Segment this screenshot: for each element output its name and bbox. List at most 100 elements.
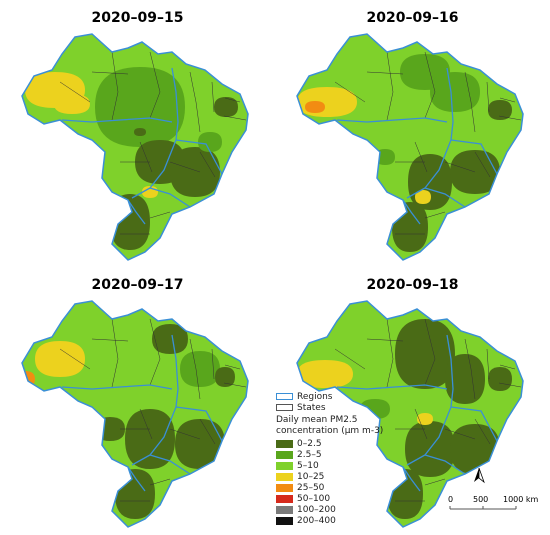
brazil-map [21, 300, 249, 528]
scale-label-0: 0 [448, 495, 453, 504]
state-border [211, 81, 215, 113]
panel-date-title: 2020–09–17 [91, 277, 184, 293]
states-swatch [276, 404, 293, 411]
country-border [21, 33, 249, 261]
legend-swatch [276, 516, 293, 525]
state-border [464, 338, 476, 400]
legend-swatch [276, 494, 293, 503]
state-border [444, 428, 476, 440]
legend-class-label: 5–10 [297, 460, 319, 471]
legend-class: 5–10 [276, 460, 426, 471]
state-border [334, 81, 366, 103]
legend-swatch [276, 483, 293, 492]
regions-swatch [276, 393, 293, 400]
legend-title: Daily mean PM2.5 concentration (μm m-3) [276, 415, 426, 437]
region-border [336, 384, 448, 390]
brazil-map [21, 33, 249, 261]
state-border [169, 161, 201, 173]
region-border [424, 187, 466, 208]
legend-class: 100–200 [276, 504, 426, 515]
state-border [139, 408, 153, 440]
country-border [296, 300, 524, 528]
states-label: States [297, 402, 326, 413]
pm25-patch [488, 100, 512, 120]
state-border [386, 51, 394, 121]
legend-states: States [276, 402, 426, 413]
legend-class-label: 10–25 [297, 471, 325, 482]
state-border [111, 51, 119, 121]
state-border [414, 141, 428, 173]
region-border [402, 199, 421, 225]
state-border [149, 318, 161, 386]
map-panel-3: 2020–09–17 [0, 267, 275, 534]
pm25-patch [430, 72, 480, 112]
state-border [414, 408, 428, 440]
state-border [189, 71, 201, 133]
state-border [111, 318, 119, 388]
regions-label: Regions [297, 391, 333, 402]
state-border [424, 51, 436, 119]
legend-title-line2: concentration (μm m-3) [276, 426, 384, 436]
pm25-patch [125, 409, 175, 469]
region-border [127, 466, 146, 492]
state-border [199, 151, 216, 178]
legend-swatch [276, 472, 293, 481]
pm25-patch [395, 319, 455, 389]
state-border [169, 428, 201, 440]
scale-label-500: 500 [473, 495, 488, 504]
legend-class-label: 100–200 [297, 504, 336, 515]
legend-class-label: 0–2.5 [297, 438, 322, 449]
legend-class: 25–50 [276, 482, 426, 493]
state-border [223, 115, 247, 121]
pm25-patch [170, 147, 220, 197]
legend-class: 2.5–5 [276, 449, 426, 460]
state-border [486, 348, 490, 380]
brazil-map [296, 300, 524, 528]
pm25-patch [375, 149, 395, 165]
pm25-patch [417, 413, 433, 425]
brazil-map [296, 33, 524, 261]
region-border [61, 384, 173, 390]
region-border [336, 117, 448, 123]
state-border [498, 115, 522, 121]
panel-date-title: 2020–09–15 [91, 10, 184, 26]
region-border [450, 139, 498, 175]
state-border [424, 211, 446, 219]
map-panel-4: 2020–09–18 [275, 267, 550, 534]
legend-class: 200–400 [276, 515, 426, 526]
legend-swatch [276, 461, 293, 470]
legend-class: 50–100 [276, 493, 426, 504]
region-border [149, 454, 191, 475]
state-border [366, 338, 404, 342]
state-border [199, 418, 216, 445]
legend-class-label: 25–50 [297, 482, 325, 493]
state-border [224, 97, 241, 103]
legend-swatch [276, 439, 293, 448]
pm25-patch [445, 354, 485, 404]
country-border [296, 33, 524, 261]
state-border [444, 161, 476, 173]
state-border [499, 364, 516, 370]
scale-label-1000: 1000 km [503, 495, 539, 504]
map-panel-1: 2020–09–15 [0, 0, 275, 267]
state-border [149, 478, 171, 486]
legend-class-label: 2.5–5 [297, 449, 322, 460]
panel-date-title: 2020–09–16 [366, 10, 459, 26]
legend-class-label: 200–400 [297, 515, 336, 526]
region-border [402, 466, 421, 492]
legend-regions: Regions [276, 391, 426, 402]
state-border [499, 97, 516, 103]
pm25-patch [415, 190, 431, 204]
state-border [189, 338, 201, 400]
pm25-patch [297, 360, 353, 388]
legend-class: 10–25 [276, 471, 426, 482]
pm25-patch [488, 367, 512, 391]
north-arrow-icon [474, 467, 485, 484]
state-border [149, 51, 161, 119]
legend-class: 0–2.5 [276, 438, 426, 449]
region-border [127, 199, 146, 225]
pm25-patch [152, 324, 188, 354]
state-border [59, 81, 91, 103]
state-border [224, 364, 241, 370]
state-border [486, 81, 490, 113]
